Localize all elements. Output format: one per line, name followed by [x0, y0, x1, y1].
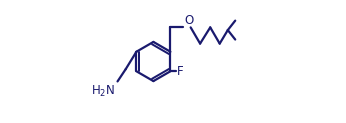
- Text: O: O: [184, 14, 193, 27]
- Text: H$_2$N: H$_2$N: [91, 84, 116, 99]
- Text: F: F: [176, 65, 183, 78]
